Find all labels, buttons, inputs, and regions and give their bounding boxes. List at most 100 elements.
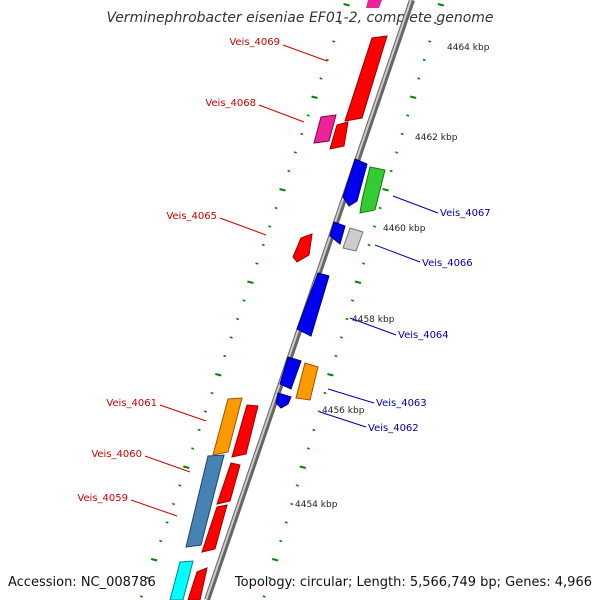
gene-veis-4064: [296, 272, 330, 337]
leader-veis-4068: [258, 104, 305, 123]
scale-ring-tick: [378, 206, 382, 210]
leader-veis-4066: [374, 244, 421, 263]
outer-ring-tick: [311, 95, 318, 99]
map-title: Verminephrobacter eiseniae EF01-2, compl…: [106, 10, 493, 26]
outer-ring-tick: [300, 132, 304, 136]
outer-ring-tick: [171, 502, 175, 506]
outer-ring-tick: [159, 539, 163, 543]
leader-veis-4067: [392, 195, 439, 214]
scale-ring-tick: [290, 502, 294, 506]
gene-red-bottom: [187, 567, 208, 600]
scale-ring-tick: [362, 262, 366, 265]
scale-ring-tick: [428, 40, 432, 43]
scale-ring-tick: [312, 428, 316, 432]
label-veis-4064: Veis_4064: [398, 330, 449, 341]
outer-ring-tick: [236, 317, 240, 321]
scale-ring-tick: [400, 132, 404, 136]
leader-veis-4065: [219, 217, 267, 236]
genome-summary-text: Topology: circular; Length: 5,566,749 bp…: [234, 575, 592, 590]
outer-ring-tick: [274, 206, 278, 210]
gene-veis-4068-magenta: [313, 114, 337, 144]
label-veis-4063: Veis_4063: [376, 398, 427, 409]
label-veis-4066: Veis_4066: [422, 258, 473, 269]
gene-cyan-bottom: [169, 560, 194, 600]
outer-ring-tick: [197, 428, 201, 432]
label-veis-4062: Veis_4062: [368, 423, 419, 434]
outer-ring-tick: [191, 447, 195, 450]
scale-ring-tick: [409, 95, 417, 99]
scale-labels: 4464 kbp 4462 kbp 4460 kbp 4458 kbp 4456…: [295, 43, 490, 510]
scale-ring-tick: [382, 188, 389, 192]
outer-ring-tick: [279, 188, 286, 192]
gene-veis-4066: [342, 227, 364, 252]
forward-strand-genes: [169, 0, 388, 600]
scale-ring-tick: [284, 521, 288, 524]
outer-ring-tick: [210, 391, 214, 395]
scale-label-4456: 4456 kbp: [322, 406, 365, 416]
scale-label-4462: 4462 kbp: [415, 133, 458, 143]
outer-ring-tick: [261, 243, 265, 247]
label-veis-4060: Veis_4060: [91, 449, 142, 460]
gene-veis-4061: [212, 397, 243, 456]
outer-ring-tick: [178, 484, 182, 487]
gene-veis-4060: [185, 454, 225, 548]
scale-ring-tick: [406, 114, 410, 117]
left-gene-labels: Veis_4069 Veis_4068 Veis_4065 Veis_4061 …: [77, 37, 328, 517]
outer-ring-tick: [146, 576, 150, 580]
reverse-strand-genes: [275, 158, 386, 409]
outer-ring-tick: [165, 521, 169, 524]
outer-ring-tick: [325, 58, 329, 62]
outer-ring-tick: [338, 21, 342, 25]
scale-ring-tick: [373, 225, 377, 228]
scale-ring-tick: [299, 465, 307, 469]
accession-text: Accession: NC_008786: [8, 575, 156, 590]
gene-blue-4063a: [279, 356, 302, 390]
leader-veis-4059: [130, 499, 178, 517]
scale-ring-tick: [327, 373, 334, 377]
outer-ring-tick: [287, 169, 291, 173]
gene-veis-4062: [275, 392, 292, 409]
gene-veis-4061b: [231, 404, 259, 458]
scale-ring-tick: [367, 243, 371, 247]
outer-tick-ring: [139, 3, 350, 598]
outer-ring-tick: [332, 40, 336, 43]
scale-ring-tick: [334, 354, 338, 358]
scale-ring-tick: [417, 77, 421, 80]
scale-ring-tick: [345, 317, 349, 321]
label-veis-4059: Veis_4059: [77, 493, 128, 504]
gene-magenta-top: [366, 0, 382, 8]
leader-veis-4069: [282, 44, 328, 62]
outer-ring-tick: [204, 410, 208, 413]
scale-ring-tick: [395, 151, 399, 154]
gene-veis-4067: [359, 166, 386, 214]
leader-veis-4060: [144, 455, 191, 473]
gene-veis-4068: [329, 121, 349, 150]
gene-blue-4066a: [329, 221, 346, 245]
scale-ring-tick: [422, 58, 426, 62]
scale-ring-tick: [268, 576, 272, 580]
outer-ring-tick: [223, 354, 227, 358]
outer-ring-tick: [229, 336, 233, 339]
outer-ring-tick: [215, 373, 222, 377]
outer-ring-tick: [247, 280, 254, 284]
scale-ring-tick: [295, 484, 299, 487]
outer-ring-tick: [139, 595, 143, 598]
label-veis-4069: Veis_4069: [229, 37, 280, 48]
scale-ring-tick: [437, 3, 445, 7]
leader-veis-4061: [159, 404, 207, 422]
leader-veis-4064: [349, 317, 397, 336]
outer-ring-tick: [343, 3, 350, 7]
scale-ring-tick: [351, 299, 355, 302]
scale-label-4454: 4454 kbp: [295, 500, 338, 510]
outer-ring-tick: [293, 151, 297, 154]
gene-veis-4067-blue: [342, 158, 368, 207]
outer-ring-tick: [255, 262, 259, 265]
gene-veis-4060b: [216, 462, 241, 505]
scale-ring-tick: [389, 169, 393, 173]
outer-ring-tick: [319, 77, 323, 80]
gene-veis-4069: [344, 35, 388, 122]
scale-ring-tick: [354, 280, 362, 284]
label-veis-4061: Veis_4061: [106, 398, 157, 409]
outer-ring-tick: [306, 114, 310, 117]
